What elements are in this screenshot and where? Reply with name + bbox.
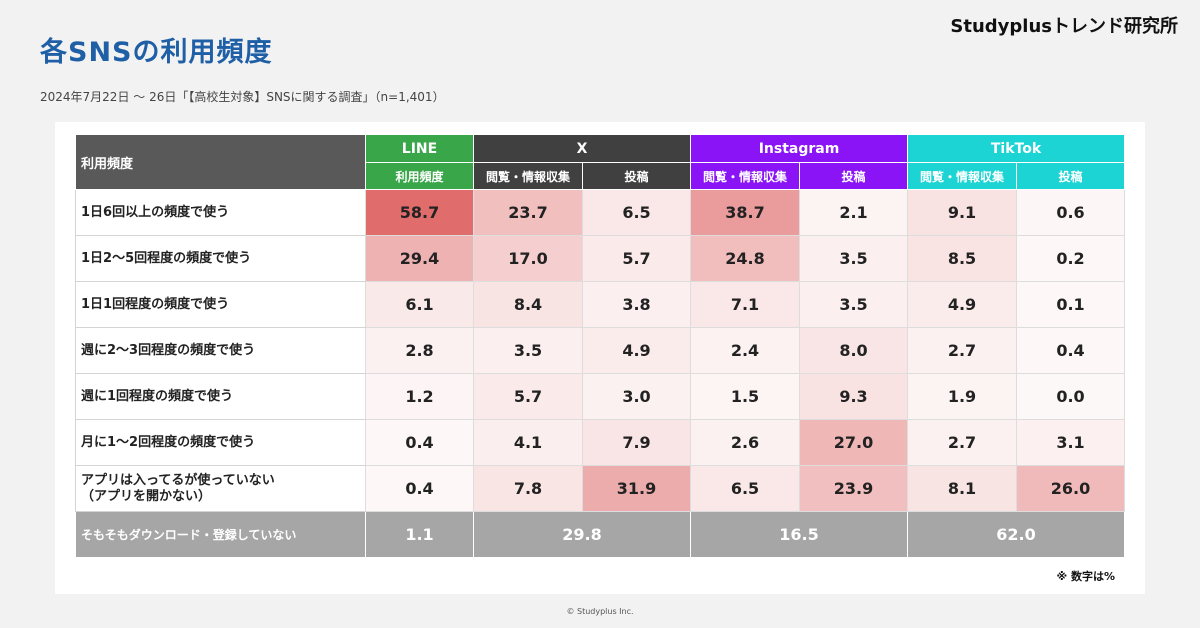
value-cell: 1.9 [907,373,1017,420]
total-value-line: 1.1 [365,511,474,558]
value-cell: 3.5 [473,327,583,374]
table-row: 1日2〜5回程度の頻度で使う 29.4 17.0 5.7 24.8 3.5 8.5 0.2 [75,235,1125,282]
subheader-x-1: 投稿 [582,162,691,190]
row-label: 週に2〜3回程度の頻度で使う [75,327,366,374]
row-label: 月に1〜2回程度の頻度で使う [75,419,366,466]
page-title: 各SNSの利用頻度 [40,37,273,68]
row-label: 週に1回程度の頻度で使う [75,373,366,420]
subheader-instagram-0: 閲覧・情報収集 [690,162,800,190]
survey-subtitle: 2024年7月22日 〜 26日「【高校生対象】SNSに関する調査」（n=1,4… [40,90,445,104]
value-cell: 26.0 [1016,465,1125,512]
value-cell: 6.5 [690,465,800,512]
value-cell: 8.4 [473,281,583,328]
value-cell: 6.5 [582,189,691,236]
value-cell: 6.1 [365,281,474,328]
value-cell: 8.0 [799,327,908,374]
subheader-x-0: 閲覧・情報収集 [473,162,583,190]
value-cell: 24.8 [690,235,800,282]
table-row: 1日1回程度の頻度で使う 6.1 8.4 3.8 7.1 3.5 4.9 0.1 [75,281,1125,328]
platform-header-x: X [473,134,691,163]
value-cell: 23.7 [473,189,583,236]
value-cell: 4.1 [473,419,583,466]
value-cell: 58.7 [365,189,474,236]
value-cell: 0.6 [1016,189,1125,236]
value-cell: 3.1 [1016,419,1125,466]
total-value-instagram: 16.5 [690,511,908,558]
table-row: 月に1〜2回程度の頻度で使う 0.4 4.1 7.9 2.6 27.0 2.7 3.1 [75,419,1125,466]
value-cell: 0.4 [365,465,474,512]
value-cell: 7.1 [690,281,800,328]
value-cell: 1.5 [690,373,800,420]
subheader-line-0: 利用頻度 [365,162,474,190]
value-cell: 38.7 [690,189,800,236]
value-cell: 3.5 [799,281,908,328]
value-cell: 1.2 [365,373,474,420]
value-cell: 23.9 [799,465,908,512]
value-cell: 0.4 [365,419,474,466]
total-row-label: そもそもダウンロード・登録していない [75,511,366,558]
table-card: 利用頻度 LINE X Instagram TikTok 利用頻度 閲覧・情報収集 投稿閲… [55,122,1145,594]
value-cell: 4.9 [582,327,691,374]
subheader-instagram-1: 投稿 [799,162,908,190]
value-cell: 3.8 [582,281,691,328]
total-row: そもそもダウンロード・登録していない 1.1 29.8 16.5 62.0 [75,511,1125,558]
row-label: アプリは入ってるが使っていない （アプリを開かない） [75,465,366,512]
total-value-x: 29.8 [473,511,691,558]
table-row: 1日6回以上の頻度で使う 58.7 23.7 6.5 38.7 2.1 9.1 0.6 [75,189,1125,236]
row-label: 1日1回程度の頻度で使う [75,281,366,328]
value-cell: 7.9 [582,419,691,466]
frequency-table: 利用頻度 LINE X Instagram TikTok 利用頻度 閲覧・情報収集 投稿閲… [75,134,1125,558]
value-cell: 7.8 [473,465,583,512]
value-cell: 0.0 [1016,373,1125,420]
platform-header-instagram: Instagram [690,134,908,163]
value-cell: 2.8 [365,327,474,374]
subheader-tiktok-0: 閲覧・情報収集 [907,162,1017,190]
value-cell: 27.0 [799,419,908,466]
subheader-tiktok-1: 投稿 [1016,162,1125,190]
corner-label: 利用頻度 [75,134,366,190]
value-cell: 2.4 [690,327,800,374]
value-cell: 0.1 [1016,281,1125,328]
value-cell: 3.0 [582,373,691,420]
value-cell: 5.7 [582,235,691,282]
value-cell: 2.7 [907,419,1017,466]
value-cell: 2.1 [799,189,908,236]
value-cell: 0.2 [1016,235,1125,282]
value-cell: 4.9 [907,281,1017,328]
value-cell: 0.4 [1016,327,1125,374]
brand-logo: Studyplusトレンド研究所 [950,16,1178,37]
row-label: 1日6回以上の頻度で使う [75,189,366,236]
platform-header-tiktok: TikTok [907,134,1125,163]
value-cell: 3.5 [799,235,908,282]
value-cell: 2.6 [690,419,800,466]
row-label: 1日2〜5回程度の頻度で使う [75,235,366,282]
total-value-tiktok: 62.0 [907,511,1125,558]
table-row: 週に1回程度の頻度で使う 1.2 5.7 3.0 1.5 9.3 1.9 0.0 [75,373,1125,420]
unit-note: ※ 数字は% [1056,570,1115,583]
value-cell: 9.1 [907,189,1017,236]
value-cell: 17.0 [473,235,583,282]
value-cell: 29.4 [365,235,474,282]
value-cell: 31.9 [582,465,691,512]
value-cell: 5.7 [473,373,583,420]
value-cell: 8.5 [907,235,1017,282]
table-row: 週に2〜3回程度の頻度で使う 2.8 3.5 4.9 2.4 8.0 2.7 0.4 [75,327,1125,374]
platform-header-line: LINE [365,134,474,163]
table-row: アプリは入ってるが使っていない （アプリを開かない） 0.4 7.8 31.9 6.5 2… [75,465,1125,512]
value-cell: 8.1 [907,465,1017,512]
value-cell: 9.3 [799,373,908,420]
copyright: © Studyplus Inc. [566,607,634,616]
value-cell: 2.7 [907,327,1017,374]
